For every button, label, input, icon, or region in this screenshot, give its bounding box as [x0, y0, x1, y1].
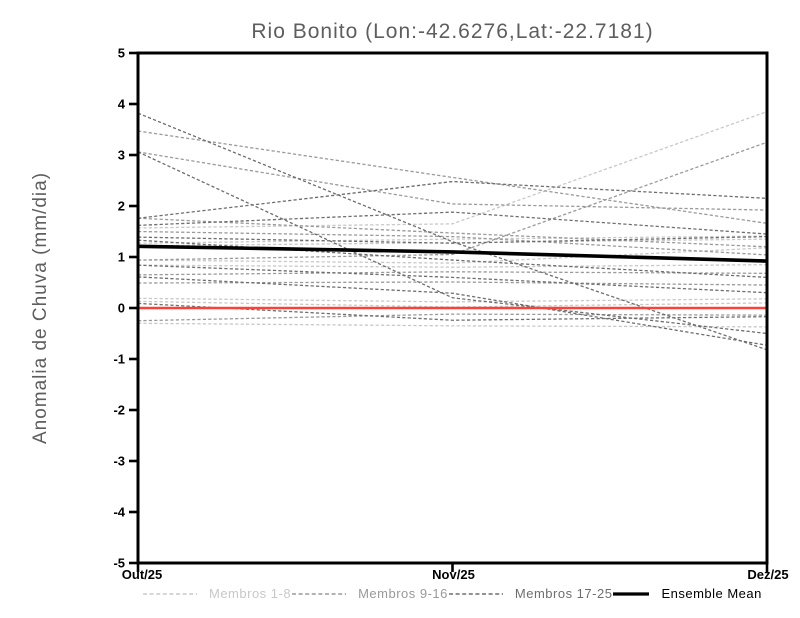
x-tick-label: Nov/25 [432, 567, 475, 582]
y-tick-label: 3 [118, 148, 125, 163]
y-tick-label: -2 [113, 403, 125, 418]
legend-label-membros-1-8: Membros 1-8 [209, 586, 292, 601]
y-tick-label: 5 [118, 46, 125, 61]
ensemble-member-line [137, 217, 768, 248]
legend: Membros 1-8 Membros 9-16 Membros 17-25 E… [142, 586, 761, 601]
ensemble-member-line [137, 151, 768, 211]
dashed-line-sample-medium [292, 592, 347, 595]
ensemble-member-line [137, 271, 768, 276]
y-tick-label: 0 [118, 301, 125, 316]
ensemble-member-line [137, 230, 768, 256]
solid-line-sample-mean [613, 591, 650, 596]
ensemble-member-line [137, 130, 768, 224]
y-tick-label: -5 [113, 556, 125, 571]
y-tick-label: -1 [113, 352, 125, 367]
ensemble-member-line [137, 211, 768, 235]
y-tick-label: -3 [113, 454, 125, 469]
y-tick-label: -4 [113, 505, 125, 520]
y-tick-label: 2 [118, 199, 125, 214]
chart-title: Rio Bonito (Lon:-42.6276,Lat:-22.7181) [251, 20, 654, 43]
x-tick-label: Out/25 [122, 567, 162, 582]
ensemble-member-line [137, 297, 768, 303]
ensemble-member-line [137, 322, 768, 328]
ensemble-member-line [137, 180, 768, 219]
y-tick-label: 4 [118, 97, 126, 112]
ensemble-member-line [137, 151, 768, 335]
ensemble-member-line [137, 302, 768, 321]
x-tick-label: Dez/25 [747, 567, 788, 582]
ensemble-member-line [137, 141, 768, 261]
legend-label-ensemble-mean: Ensemble Mean [661, 586, 762, 601]
dashed-line-sample-light [143, 592, 197, 595]
ensemble-member-line [137, 247, 768, 264]
legend-item-ensemble-mean: Ensemble Mean [612, 586, 761, 601]
legend-item-membros-1-8: Membros 1-8 [142, 586, 291, 601]
ensemble-member-line [137, 235, 768, 244]
ensemble-member-line [137, 111, 768, 229]
legend-label-membros-9-16: Membros 9-16 [358, 586, 448, 601]
ensemble-mean-line [137, 244, 768, 263]
legend-item-membros-9-16: Membros 9-16 [291, 586, 448, 601]
ensemble-member-line [137, 264, 768, 294]
plot-border [136, 51, 769, 565]
dashed-line-sample-dark [448, 592, 503, 595]
ensemble-member-line [137, 276, 768, 346]
legend-item-membros-17-25: Membros 17-25 [448, 586, 613, 601]
ensemble-member-line [137, 264, 768, 268]
ensemble-member-line [137, 235, 768, 244]
legend-label-ensemble-mean-group: Membros 17-25 [514, 586, 613, 601]
ensemble-member-line [137, 281, 768, 286]
y-tick-label: 1 [118, 250, 125, 265]
ensemble-member-line [137, 313, 768, 322]
